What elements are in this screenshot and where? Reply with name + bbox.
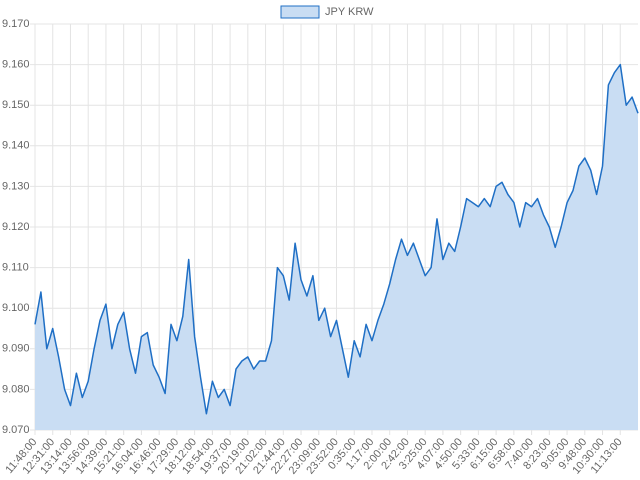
y-tick-label: 9.120 bbox=[2, 221, 30, 233]
y-tick-label: 9.170 bbox=[2, 18, 30, 30]
area bbox=[35, 64, 638, 430]
y-tick-label: 9.100 bbox=[2, 302, 30, 314]
y-tick-label: 9.140 bbox=[2, 140, 30, 152]
y-tick-label: 9.090 bbox=[2, 343, 30, 355]
y-tick-label: 9.130 bbox=[2, 180, 30, 192]
y-tick-label: 9.110 bbox=[2, 262, 29, 274]
y-tick-label: 9.160 bbox=[2, 59, 30, 71]
y-tick-label: 9.080 bbox=[2, 383, 30, 395]
y-tick-label: 9.070 bbox=[2, 424, 30, 436]
y-tick-label: 9.150 bbox=[2, 99, 30, 111]
legend-label: JPY KRW bbox=[325, 6, 374, 18]
legend-item: JPY KRW bbox=[280, 5, 374, 19]
line bbox=[34, 63, 639, 415]
legend-swatch bbox=[280, 5, 320, 19]
